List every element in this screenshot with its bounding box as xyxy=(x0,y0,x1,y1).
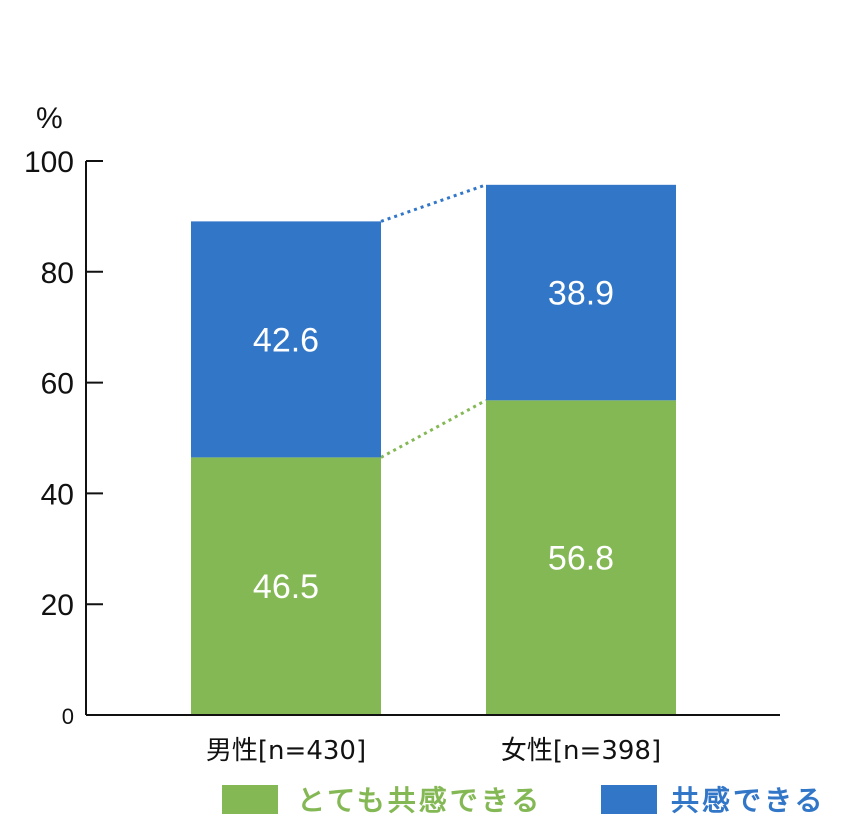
y-tick-label: 40 xyxy=(41,478,74,511)
legend: とても共感できる 共感できる xyxy=(222,784,825,817)
bar-value-label: 38.9 xyxy=(548,275,614,313)
bar-segment xyxy=(191,221,381,458)
connector-line xyxy=(380,399,487,459)
bar-segment xyxy=(486,400,676,715)
legend-label: 共感できる xyxy=(671,784,825,817)
y-tick-label: 20 xyxy=(41,589,74,622)
legend-swatch xyxy=(222,785,278,814)
x-category-label: 男性[n=430] xyxy=(206,736,366,766)
bar-value-labels: 46.5 56.8 42.6 38.9 xyxy=(253,275,614,607)
bar-segment xyxy=(486,184,676,401)
x-category-label: 女性[n=398] xyxy=(501,736,661,766)
connector-lines xyxy=(380,183,487,459)
legend-label: とても共感できる xyxy=(297,784,542,817)
y-tick-label: 0 xyxy=(62,704,74,729)
bar-value-label: 42.6 xyxy=(253,321,319,359)
x-axis: 男性[n=430] 女性[n=398] xyxy=(86,714,780,766)
bar-value-label: 56.8 xyxy=(548,540,614,578)
bar-value-label: 46.5 xyxy=(253,568,319,606)
y-axis: 0 20 40 60 80 100 xyxy=(24,146,103,729)
y-tick-label: 100 xyxy=(24,146,74,179)
y-unit-label: % xyxy=(36,102,63,135)
bar-segment xyxy=(191,457,381,715)
bars xyxy=(191,184,676,715)
y-tick-label: 60 xyxy=(41,368,74,401)
y-tick-label: 80 xyxy=(41,257,74,290)
legend-swatch xyxy=(601,785,657,814)
connector-line xyxy=(380,183,487,223)
